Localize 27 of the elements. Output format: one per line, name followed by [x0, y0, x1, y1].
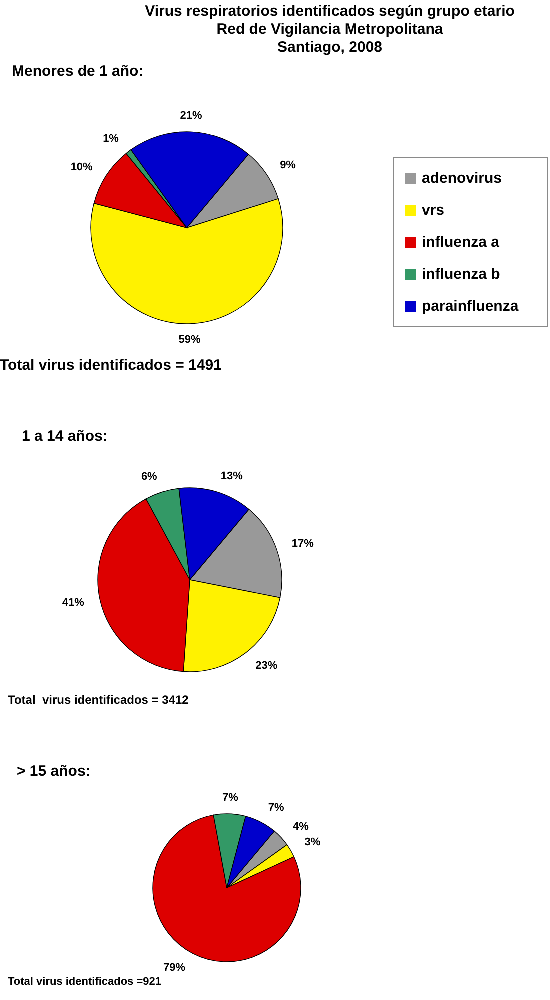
legend-label: influenza a [422, 234, 500, 250]
data-label: 79% [164, 962, 186, 974]
chart-subtitle: Menores de 1 año: [12, 63, 144, 80]
data-label: 13% [220, 470, 244, 482]
data-label: 6% [141, 471, 158, 484]
data-label: 3% [304, 836, 321, 849]
data-label: 4% [293, 820, 310, 833]
data-label: 1% [103, 133, 120, 146]
text: Total virus identificados = 3412 [8, 693, 189, 707]
chart-title: 1 a 14 años: [22, 428, 108, 446]
data-label: 23% [256, 660, 278, 672]
data-label: 7% [268, 802, 285, 814]
data-label: 7% [222, 792, 239, 804]
data-label: 21% [180, 110, 203, 122]
legend-label: vrs [422, 202, 445, 218]
text: Total virus identificados = 1491 [0, 357, 222, 374]
text: Total virus identificados =921 [8, 976, 162, 988]
legend-label: adenovirus [422, 170, 502, 186]
data-label: 17% [292, 538, 314, 550]
chart-title: > 15 años: [17, 763, 91, 781]
data-label: 10% [70, 161, 94, 174]
data-label: 59% [178, 334, 201, 346]
data-label: 9% [280, 160, 296, 172]
legend-label: influenza b [422, 266, 500, 282]
chart-title: Virus respiratorios identificados según grupo etario Red de Vigilancia Metropolitana Santiago, 2008 [145, 3, 515, 57]
data-label: 41% [62, 596, 85, 609]
legend-label: parainfluenza [422, 298, 519, 314]
